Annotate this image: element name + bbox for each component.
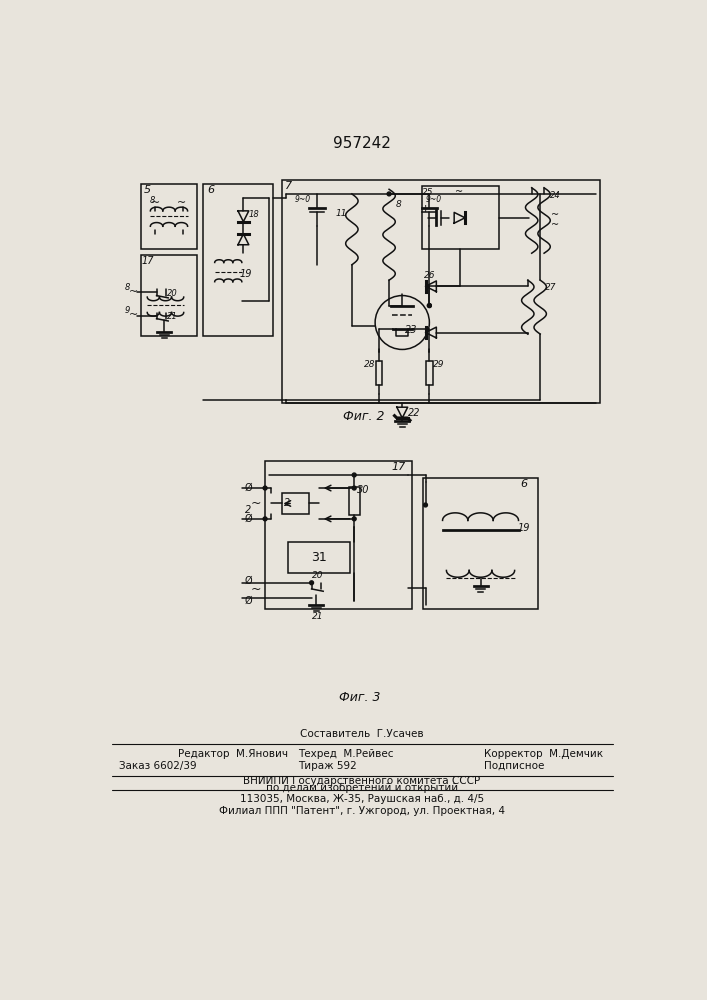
Text: ~: ~ <box>250 497 261 510</box>
Circle shape <box>387 192 391 196</box>
Text: Составитель  Г.Усачев: Составитель Г.Усачев <box>300 729 423 739</box>
Text: 24: 24 <box>549 191 561 200</box>
Text: 19: 19 <box>518 523 530 533</box>
Bar <box>375 361 382 385</box>
Text: 20: 20 <box>167 289 177 298</box>
Text: 11: 11 <box>335 209 346 218</box>
Text: 8: 8 <box>124 283 130 292</box>
Text: Редактор  М.Янович: Редактор М.Янович <box>177 749 288 759</box>
Text: Тираж 592: Тираж 592 <box>298 761 356 771</box>
Text: 25: 25 <box>422 188 433 197</box>
Text: 21: 21 <box>167 312 177 321</box>
Text: 9: 9 <box>124 306 130 315</box>
Text: 17: 17 <box>391 462 406 472</box>
Text: ~: ~ <box>551 210 559 220</box>
Bar <box>141 184 197 249</box>
Bar <box>141 255 197 336</box>
Text: Ø: Ø <box>244 575 252 585</box>
Text: 8: 8 <box>395 200 402 209</box>
Bar <box>423 478 538 609</box>
Text: Подписное: Подписное <box>484 761 544 771</box>
Circle shape <box>352 517 356 521</box>
Circle shape <box>423 503 428 507</box>
Text: Фиг. 2: Фиг. 2 <box>343 410 384 423</box>
Circle shape <box>263 486 267 490</box>
Circle shape <box>428 304 431 307</box>
Text: по делам изобретений и открытий: по делам изобретений и открытий <box>266 783 458 793</box>
Text: 113035, Москва, Ж-35, Раушская наб., д. 4/5: 113035, Москва, Ж-35, Раушская наб., д. … <box>240 794 484 804</box>
Bar <box>282 493 308 514</box>
Text: Фиг. 3: Фиг. 3 <box>339 691 380 704</box>
Text: 957242: 957242 <box>333 136 391 151</box>
Text: 28: 28 <box>364 360 375 369</box>
Text: Заказ 6602/39: Заказ 6602/39 <box>119 761 197 771</box>
Text: 8: 8 <box>149 196 155 205</box>
Circle shape <box>352 486 356 490</box>
Circle shape <box>310 581 313 585</box>
Text: Ø: Ø <box>244 514 252 524</box>
Bar <box>421 186 499 249</box>
Bar <box>282 180 600 403</box>
Text: 18: 18 <box>249 210 259 219</box>
Text: 27: 27 <box>545 283 557 292</box>
Text: ~: ~ <box>551 220 559 230</box>
Text: ~: ~ <box>129 310 138 320</box>
Bar <box>265 461 412 609</box>
Circle shape <box>263 517 267 521</box>
Circle shape <box>428 304 431 307</box>
Text: +: + <box>421 204 430 214</box>
Circle shape <box>352 473 356 477</box>
Bar <box>203 184 273 336</box>
Text: 17: 17 <box>141 256 153 266</box>
Text: 7: 7 <box>285 181 292 191</box>
Text: ~: ~ <box>455 187 463 197</box>
Text: 6: 6 <box>520 479 527 489</box>
Text: ~: ~ <box>151 198 160 208</box>
Bar <box>349 487 360 515</box>
Text: ~: ~ <box>129 287 138 297</box>
Text: 2: 2 <box>245 505 251 515</box>
Text: 23: 23 <box>405 325 418 335</box>
Text: Ø: Ø <box>244 483 252 493</box>
Text: 9~0: 9~0 <box>425 195 441 204</box>
Text: 31: 31 <box>312 551 327 564</box>
Text: 19: 19 <box>240 269 252 279</box>
Text: ~: ~ <box>250 583 261 596</box>
Text: 29: 29 <box>433 360 445 369</box>
Text: 30: 30 <box>357 485 370 495</box>
Text: 9~0: 9~0 <box>295 195 311 204</box>
Text: 5: 5 <box>144 185 151 195</box>
Text: 20: 20 <box>312 571 324 580</box>
Text: 2: 2 <box>284 498 290 508</box>
Bar <box>426 361 433 385</box>
Text: Техред  М.Рейвес: Техред М.Рейвес <box>298 749 393 759</box>
Text: Ø: Ø <box>244 595 252 605</box>
Text: Филиал ППП "Патент", г. Ужгород, ул. Проектная, 4: Филиал ППП "Патент", г. Ужгород, ул. Про… <box>219 806 505 816</box>
Text: 6: 6 <box>207 185 214 195</box>
Text: 26: 26 <box>423 271 435 280</box>
Text: ВНИИПИ Государственного комитета СССР: ВНИИПИ Государственного комитета СССР <box>243 776 481 786</box>
Text: 22: 22 <box>409 408 421 418</box>
Text: ~: ~ <box>177 198 186 208</box>
Text: Корректор  М.Демчик: Корректор М.Демчик <box>484 749 603 759</box>
Bar <box>288 542 351 573</box>
Text: 21: 21 <box>312 612 324 621</box>
